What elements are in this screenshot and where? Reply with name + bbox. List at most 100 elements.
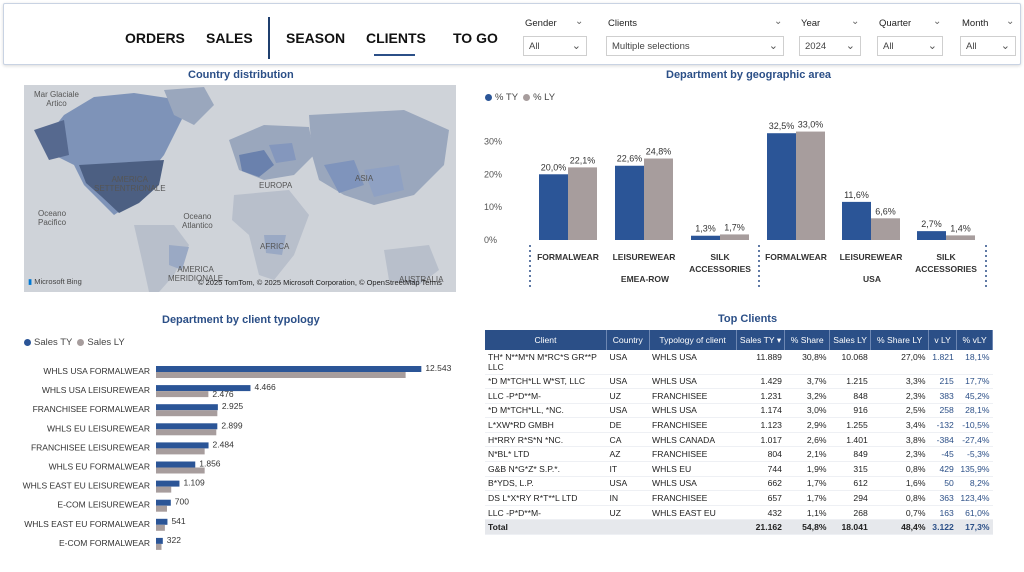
filter-year-select[interactable]: 2024 ⌄ (799, 36, 861, 56)
bar-sales-ly[interactable] (156, 486, 172, 493)
column-header[interactable]: v LY (928, 330, 958, 350)
table-row[interactable]: B*YDS, L.P. USA WHLS USA 662 1,7% 612 1,6% 50 8,… (485, 476, 993, 492)
bar-sales-ty[interactable] (156, 423, 218, 430)
table-cell: -5,3% (956, 446, 993, 463)
sort-desc-icon[interactable]: ▾ (774, 334, 782, 345)
map-label-arctic: Mar Glaciale Artico (34, 90, 79, 108)
bar-sales-ly[interactable] (156, 524, 165, 531)
bar-sales-ly[interactable] (156, 448, 205, 455)
nav-season[interactable]: SEASON (286, 30, 346, 46)
legend-sales-ty-swatch (24, 339, 31, 346)
filter-clients-select[interactable]: Multiple selections ⌄ (606, 36, 784, 56)
filter-gender-label: Gender (525, 18, 557, 29)
bar-ty[interactable] (691, 235, 720, 240)
bar-sales-ty[interactable] (156, 404, 218, 411)
table-cell: FRANCHISEE (649, 490, 737, 506)
column-header[interactable]: Client (485, 330, 607, 350)
bar-ly[interactable] (871, 218, 900, 240)
filter-quarter-select[interactable]: All ⌄ (877, 36, 943, 56)
bar-ty[interactable] (917, 231, 946, 240)
table-cell: 215 (928, 374, 957, 390)
legend-sales-ly-label[interactable]: Sales LY (87, 337, 125, 348)
country-map[interactable]: Mar Glaciale Artico AMERICA SETTENTRIONALE… (24, 85, 456, 292)
table-row[interactable]: LLC -P*D**M- UZ WHLS EAST EU 432 1,1% 268 0,7%… (485, 505, 993, 521)
filter-month-select[interactable]: All ⌄ (960, 36, 1016, 56)
bar-data-label: 12.543 (425, 363, 451, 373)
table-cell: 1.429 (736, 374, 785, 390)
table-row[interactable]: *D M*TCH*LL, *NC. USA WHLS USA 1.174 3,0% 916… (485, 403, 993, 419)
bar-sales-ty[interactable] (156, 499, 171, 506)
region-europe-2 (269, 143, 296, 163)
bar-sales-ly[interactable] (156, 467, 205, 474)
table-cell: 1,6% (870, 476, 929, 492)
legend-ty-label[interactable]: % TY (495, 92, 519, 103)
bar-ty[interactable] (842, 201, 871, 240)
table-row[interactable]: *D M*TCH*LL W*ST, LLC USA WHLS USA 1.429 3,7… (485, 374, 993, 390)
column-header[interactable]: Sales TY ▾ (736, 330, 786, 350)
region-africa (264, 235, 286, 255)
bar-sales-ly[interactable] (156, 391, 209, 398)
bar-sales-ty[interactable] (156, 480, 180, 487)
legend-ty-swatch (485, 94, 492, 101)
legend-sales-ty-label[interactable]: Sales TY (34, 337, 73, 348)
chevron-down-icon[interactable]: ⌄ (774, 16, 783, 27)
bar-sales-ty[interactable] (156, 461, 196, 468)
column-header[interactable]: % vLY (956, 330, 993, 350)
nav-active-underline (374, 54, 415, 56)
legend-ly-label[interactable]: % LY (533, 92, 556, 103)
bar-sales-ty[interactable] (156, 442, 209, 449)
bar-ly[interactable] (644, 158, 673, 240)
chevron-down-icon[interactable]: ⌄ (851, 16, 860, 27)
table-row[interactable]: TH* N**M*N M*RC*S GR**P LLC USA WHLS USA 11… (485, 350, 993, 375)
nav-orders[interactable]: ORDERS (125, 30, 185, 46)
table-row[interactable]: N*BL* LTD AZ FRANCHISEE 804 2,1% 849 2,3% -45 -5… (485, 446, 993, 463)
chevron-down-icon: ⌄ (1000, 40, 1010, 52)
column-header[interactable]: Sales LY (829, 330, 872, 350)
bar-ty[interactable] (539, 174, 568, 240)
bar-sales-ly[interactable] (156, 543, 162, 550)
bar-sales-ty[interactable] (156, 537, 163, 544)
chevron-down-icon[interactable]: ⌄ (933, 16, 942, 27)
map-credit[interactable]: © 2025 TomTom, © 2025 Microsoft Corporat… (198, 278, 442, 287)
table-cell: 123,4% (956, 490, 993, 506)
dept-geo-legend: % TY % LY (485, 92, 555, 103)
table-cell: 135,9% (956, 461, 993, 477)
bar-ly[interactable] (796, 131, 825, 240)
column-header[interactable]: Country (606, 330, 650, 350)
bar-data-label: 32,5% (769, 121, 795, 131)
bar-ly[interactable] (720, 234, 749, 240)
table-cell: USA (606, 374, 650, 390)
bar-ly[interactable] (946, 235, 975, 240)
filter-gender-select[interactable]: All ⌄ (523, 36, 587, 56)
bar-ty[interactable] (767, 133, 796, 240)
table-row[interactable]: H*RRY R*S*N *NC. CA WHLS CANADA 1.017 2,6% 1.… (485, 432, 993, 448)
table-cell: USA (606, 403, 650, 419)
table-row[interactable]: DS L*X*RY R*T**L LTD IN FRANCHISEE 657 1,7% 2… (485, 490, 993, 506)
nav-clients[interactable]: CLIENTS (366, 30, 426, 46)
bar-sales-ty[interactable] (156, 385, 251, 392)
nav-sales[interactable]: SALES (206, 30, 253, 46)
bar-sales-ly[interactable] (156, 429, 217, 436)
column-header[interactable]: Typology of client (649, 330, 737, 350)
table-row[interactable]: L*XW*RD GMBH DE FRANCHISEE 1.123 2,9% 1.255 3,… (485, 417, 993, 433)
map-label-asia: ASIA (355, 174, 374, 183)
bar-sales-ly[interactable] (156, 505, 167, 512)
column-header[interactable]: % Share (784, 330, 830, 350)
bar-sales-ty[interactable] (156, 366, 422, 372)
bar-sales-ty[interactable] (156, 518, 168, 525)
table-cell: WHLS USA (649, 476, 737, 492)
chevron-down-icon[interactable]: ⌄ (1006, 16, 1015, 27)
nav-togo[interactable]: TO GO (453, 30, 498, 46)
table-row[interactable]: LLC -P*D**M- UZ FRANCHISEE 1.231 3,2% 848 2,3%… (485, 388, 993, 404)
table-row[interactable]: G&B N*G*Z* S.P.*. IT WHLS EU 744 1,9% 315 0,8%… (485, 461, 993, 477)
chevron-down-icon[interactable]: ⌄ (575, 16, 584, 27)
bar-ty[interactable] (615, 165, 644, 240)
y-tick-label: 20% (484, 169, 502, 179)
table-total-row[interactable]: Total 21.162 54,8% 18.041 48,4% 3.122 17,3% (485, 519, 993, 536)
table-cell: 61,0% (956, 505, 993, 521)
table-cell: 1,7% (784, 490, 830, 506)
column-header[interactable]: % Share LY (870, 330, 929, 350)
bar-sales-ly[interactable] (156, 410, 218, 417)
bar-ly[interactable] (568, 167, 597, 240)
bar-sales-ly[interactable] (156, 372, 406, 378)
